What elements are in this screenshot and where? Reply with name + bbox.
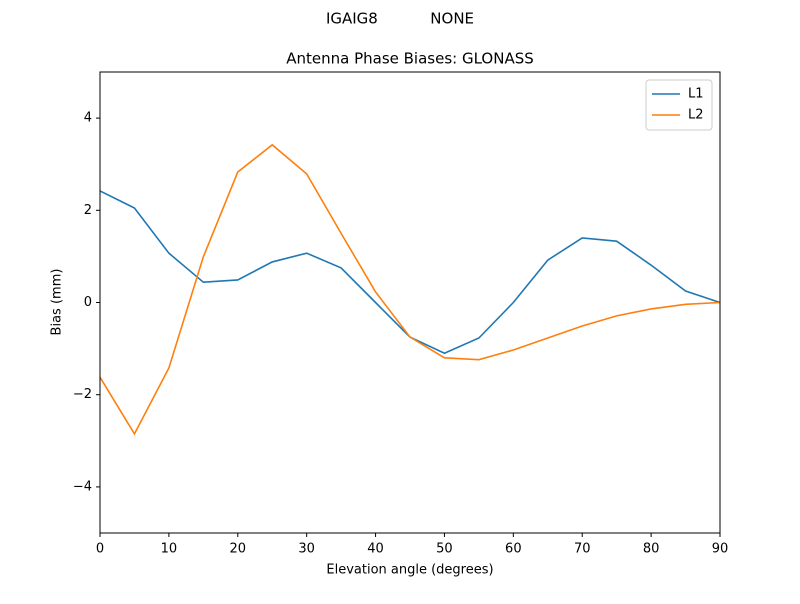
line-series xyxy=(99,143,721,436)
y-tick-label: −4 xyxy=(73,479,92,494)
x-axis-label: Elevation angle (degrees) xyxy=(326,563,493,578)
x-tick-label: 40 xyxy=(367,542,384,557)
x-tick-label: 90 xyxy=(712,542,729,557)
y-tick-label: 4 xyxy=(84,111,92,126)
x-tick-label: 20 xyxy=(230,542,247,557)
x-tick-label: 10 xyxy=(161,542,178,557)
line-series xyxy=(99,190,721,355)
y-tick-label: 0 xyxy=(84,295,92,310)
plot-frame xyxy=(99,71,721,534)
x-tick-label: 30 xyxy=(298,542,315,557)
suptitle: IGAIG8 NONE xyxy=(326,10,474,28)
x-tick-label: 60 xyxy=(505,542,522,557)
legend-box xyxy=(645,79,713,131)
y-axis-label: Bias (mm) xyxy=(50,269,65,336)
x-tick-label: 0 xyxy=(96,542,104,557)
y-tick-label: 2 xyxy=(84,203,92,218)
x-tick-label: 70 xyxy=(574,542,591,557)
x-tick-label: 50 xyxy=(436,542,453,557)
chart-title: Antenna Phase Biases: GLONASS xyxy=(286,50,534,68)
legend-label: L2 xyxy=(688,108,704,123)
x-tick-label: 80 xyxy=(643,542,660,557)
y-tick-label: −2 xyxy=(73,387,92,402)
legend-label: L1 xyxy=(688,87,704,102)
